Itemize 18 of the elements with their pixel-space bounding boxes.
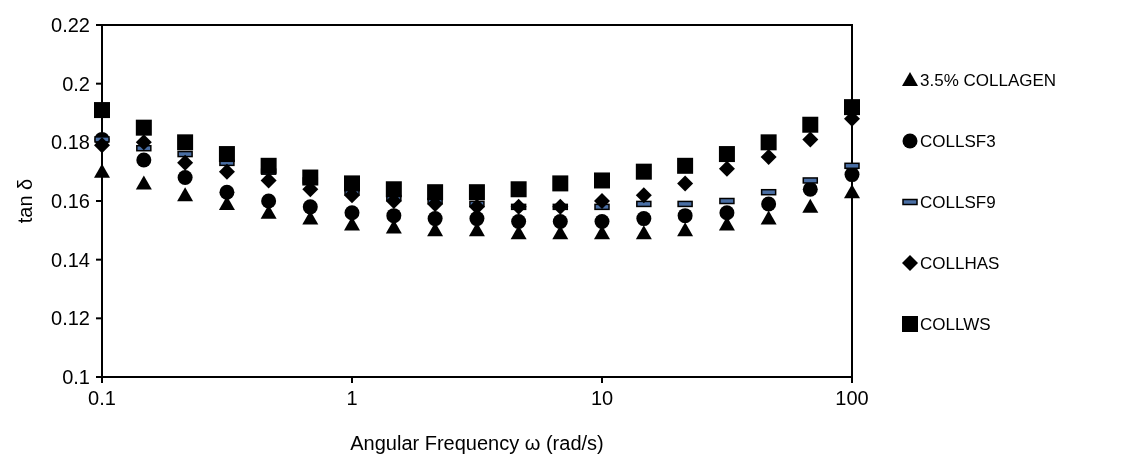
- legend-label: COLLWS: [920, 314, 991, 334]
- x-axis-title: Angular Frequency ω (rad/s): [350, 432, 604, 454]
- y-tick-label: 0.12: [51, 307, 90, 330]
- legend-label: COLLSF3: [920, 131, 996, 151]
- y-tick-label: 0.1: [62, 366, 90, 388]
- legend-label: COLLHAS: [920, 253, 1000, 273]
- y-tick-label: 0.14: [51, 248, 90, 271]
- legend-label: 3.5% COLLAGEN: [920, 70, 1057, 90]
- x-tick-label: 100: [835, 387, 869, 409]
- x-tick-label: 10: [590, 387, 614, 409]
- y-axis-title: tan δ: [14, 178, 36, 224]
- y-tick-label: 0.16: [51, 190, 90, 212]
- y-tick-label: 0.18: [51, 131, 90, 154]
- legend-label: COLLSF9: [920, 192, 996, 212]
- x-tick-label: 1: [346, 387, 358, 409]
- x-tick-label: 0.1: [88, 387, 116, 409]
- y-tick-label: 0.22: [51, 14, 90, 36]
- y-tick-label: 0.2: [62, 72, 90, 95]
